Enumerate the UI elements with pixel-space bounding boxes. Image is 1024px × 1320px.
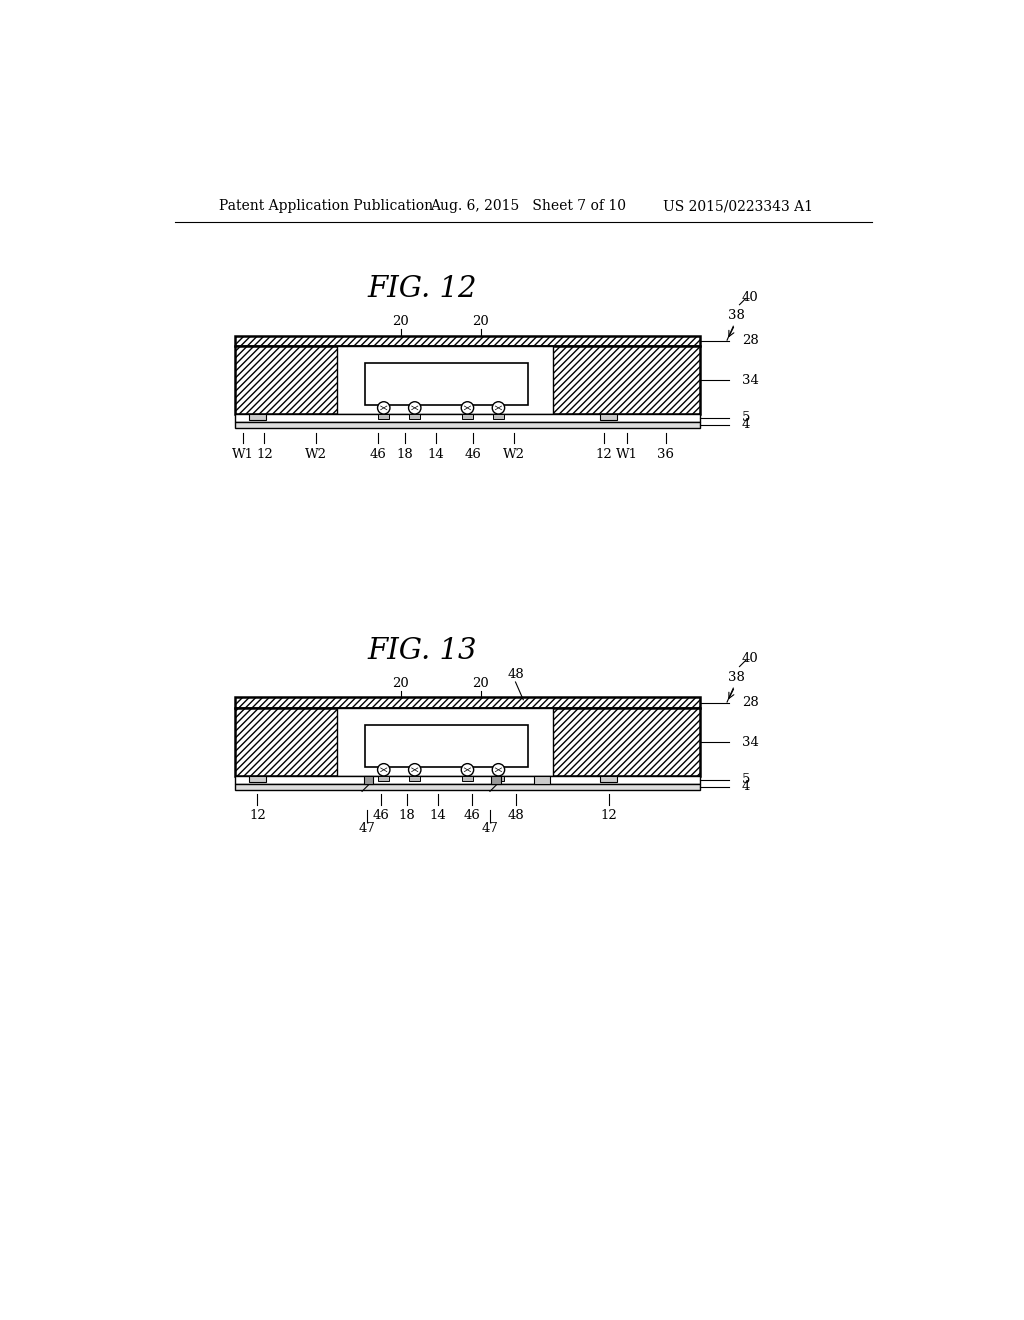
Text: 20: 20 [472, 315, 489, 329]
Bar [234, 784, 700, 789]
Circle shape [378, 763, 390, 776]
Text: W2: W2 [304, 447, 327, 461]
Bar [553, 346, 700, 414]
Bar [462, 414, 473, 418]
Bar [462, 776, 473, 780]
Text: 34: 34 [741, 735, 759, 748]
Bar [600, 776, 617, 781]
Text: W1: W1 [231, 447, 254, 461]
Bar [234, 346, 337, 414]
Bar [234, 414, 700, 422]
Text: 48: 48 [507, 668, 524, 681]
Text: 12: 12 [249, 809, 266, 822]
Circle shape [461, 401, 474, 414]
Text: US 2015/0223343 A1: US 2015/0223343 A1 [663, 199, 813, 213]
Text: 12: 12 [256, 447, 272, 461]
Text: 40: 40 [742, 652, 759, 665]
Circle shape [409, 763, 421, 776]
Text: Patent Application Publication: Patent Application Publication [219, 199, 433, 213]
Bar [493, 776, 504, 780]
Bar [234, 346, 700, 414]
Bar [364, 776, 373, 784]
Text: 5: 5 [741, 412, 751, 425]
Text: 38: 38 [728, 671, 744, 684]
Text: 48: 48 [507, 809, 524, 822]
Text: W2: W2 [503, 447, 525, 461]
Bar [553, 708, 700, 776]
Text: 20: 20 [392, 677, 410, 690]
Text: 34: 34 [741, 374, 759, 387]
Bar [234, 335, 700, 346]
Text: 12: 12 [600, 809, 616, 822]
Bar [249, 776, 266, 781]
Bar [234, 422, 700, 428]
Bar [535, 776, 550, 784]
Bar [378, 776, 389, 780]
Bar [493, 414, 504, 418]
Text: 4: 4 [741, 418, 751, 432]
Bar [337, 708, 553, 776]
Bar [600, 414, 617, 420]
Circle shape [493, 763, 505, 776]
Text: 46: 46 [465, 447, 481, 461]
Bar [234, 708, 700, 776]
Text: 46: 46 [369, 447, 386, 461]
Circle shape [409, 401, 421, 414]
Bar [234, 335, 700, 346]
Bar [492, 776, 501, 784]
Bar [410, 776, 420, 780]
Text: 14: 14 [430, 809, 446, 822]
Text: 20: 20 [392, 315, 410, 329]
Bar [366, 363, 528, 405]
Bar [337, 346, 553, 414]
Text: 47: 47 [358, 822, 375, 834]
Text: 36: 36 [657, 447, 675, 461]
Text: FIG. 12: FIG. 12 [368, 276, 477, 304]
Text: 46: 46 [464, 809, 480, 822]
Text: 20: 20 [472, 677, 489, 690]
Text: W1: W1 [616, 447, 638, 461]
Bar [234, 697, 700, 708]
Text: 40: 40 [742, 290, 759, 304]
Circle shape [493, 401, 505, 414]
Bar [234, 697, 700, 708]
Text: FIG. 13: FIG. 13 [368, 638, 477, 665]
Text: 47: 47 [481, 822, 499, 834]
Text: 38: 38 [728, 309, 744, 322]
Text: 28: 28 [741, 696, 759, 709]
Bar [378, 414, 389, 418]
Text: 12: 12 [596, 447, 612, 461]
Bar [234, 708, 337, 776]
Text: 46: 46 [372, 809, 389, 822]
Text: 18: 18 [396, 447, 413, 461]
Circle shape [378, 401, 390, 414]
Text: 28: 28 [741, 334, 759, 347]
Text: 5: 5 [741, 774, 751, 787]
Bar [234, 776, 700, 784]
Bar [249, 414, 266, 420]
Bar [410, 414, 420, 418]
Text: 18: 18 [398, 809, 416, 822]
Text: 4: 4 [741, 780, 751, 793]
Text: Aug. 6, 2015   Sheet 7 of 10: Aug. 6, 2015 Sheet 7 of 10 [430, 199, 627, 213]
Circle shape [461, 763, 474, 776]
Bar [366, 725, 528, 767]
Text: 14: 14 [427, 447, 444, 461]
